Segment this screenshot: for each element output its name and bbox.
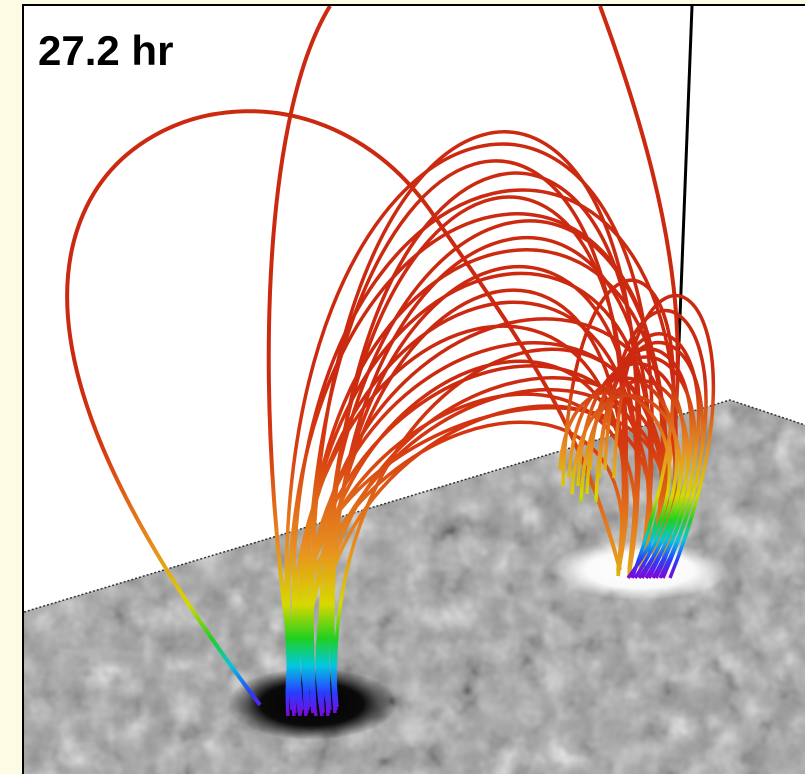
page: 27.2 hr (() => { const data = JSON.parse…	[0, 0, 805, 774]
visualization: 27.2 hr	[0, 0, 805, 774]
time-label: 27.2 hr	[38, 27, 173, 74]
